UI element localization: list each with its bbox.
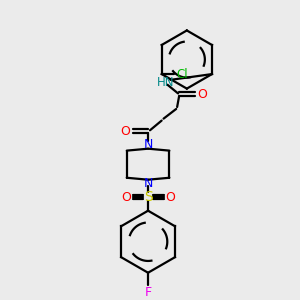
Text: O: O	[197, 88, 207, 101]
Text: N: N	[143, 177, 153, 190]
Text: O: O	[121, 190, 131, 204]
Text: O: O	[120, 125, 130, 138]
Text: F: F	[145, 286, 152, 298]
Text: S: S	[144, 190, 152, 204]
Text: Cl: Cl	[176, 68, 188, 81]
Text: HN: HN	[157, 76, 174, 89]
Text: O: O	[165, 190, 175, 204]
Text: N: N	[143, 138, 153, 151]
